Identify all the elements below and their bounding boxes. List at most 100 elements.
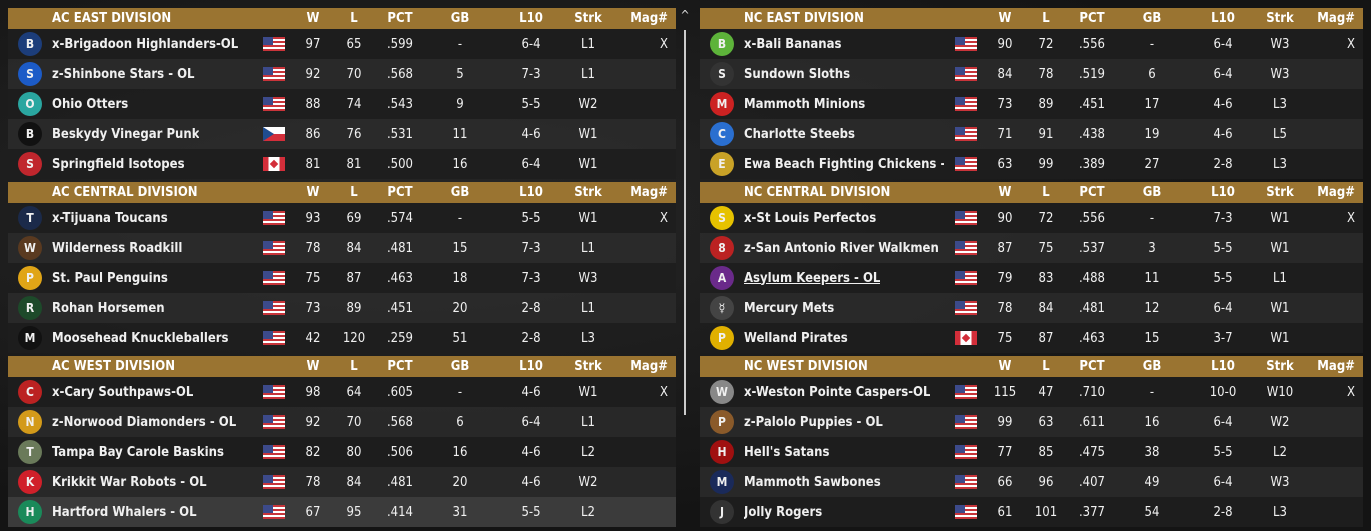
column-header-mag[interactable]: Mag# xyxy=(630,11,668,26)
column-header-mag[interactable]: Mag# xyxy=(1317,359,1355,374)
team-row[interactable]: S Sundown Sloths 84 78 .519 6 6-4 W3 xyxy=(700,59,1363,89)
column-header-mag[interactable]: Mag# xyxy=(630,185,668,200)
column-header-gb[interactable]: GB xyxy=(450,185,470,200)
team-name[interactable]: Sundown Sloths xyxy=(744,66,851,82)
team-row[interactable]: ☿ Mercury Mets 78 84 .481 12 6-4 W1 xyxy=(700,293,1363,323)
scroll-up-icon[interactable]: ^ xyxy=(680,8,690,22)
team-name[interactable]: z-Shinbone Stars - OL xyxy=(52,66,195,82)
column-header-mag[interactable]: Mag# xyxy=(630,359,668,374)
team-name[interactable]: Mammoth Minions xyxy=(744,96,866,112)
column-header-w[interactable]: W xyxy=(306,359,320,374)
team-name[interactable]: St. Paul Penguins xyxy=(52,270,168,286)
team-row[interactable]: M Mammoth Minions 73 89 .451 17 4-6 L3 xyxy=(700,89,1363,119)
column-header-w[interactable]: W xyxy=(306,11,320,26)
column-header-l10[interactable]: L10 xyxy=(519,359,543,374)
team-row[interactable]: H Hell's Satans 77 85 .475 38 5-5 L2 xyxy=(700,437,1363,467)
team-name[interactable]: Beskydy Vinegar Punk xyxy=(52,126,200,142)
column-header-l[interactable]: L xyxy=(1042,359,1050,374)
column-header-strk[interactable]: Strk xyxy=(574,359,602,374)
team-name[interactable]: z-Norwood Diamonders - OL xyxy=(52,414,237,430)
column-header-l10[interactable]: L10 xyxy=(519,11,543,26)
team-row[interactable]: J Jolly Rogers 61 101 .377 54 2-8 L3 xyxy=(700,497,1363,527)
column-header-strk[interactable]: Strk xyxy=(574,11,602,26)
column-header-l[interactable]: L xyxy=(1042,11,1050,26)
team-row[interactable]: T Tampa Bay Carole Baskins 82 80 .506 16 4-6 L2 xyxy=(8,437,676,467)
team-row[interactable]: C Charlotte Steebs 71 91 .438 19 4-6 L5 xyxy=(700,119,1363,149)
column-header-w[interactable]: W xyxy=(998,11,1012,26)
column-header-gb[interactable]: GB xyxy=(1142,185,1162,200)
team-name[interactable]: Tampa Bay Carole Baskins xyxy=(52,444,224,460)
team-name[interactable]: Wilderness Roadkill xyxy=(52,240,183,256)
column-header-strk[interactable]: Strk xyxy=(1266,185,1294,200)
team-row[interactable]: W Wilderness Roadkill 78 84 .481 15 7-3 L1 xyxy=(8,233,676,263)
team-name[interactable]: Springfield Isotopes xyxy=(52,156,185,172)
team-row[interactable]: M Mammoth Sawbones 66 96 .407 49 6-4 W3 xyxy=(700,467,1363,497)
column-header-l10[interactable]: L10 xyxy=(519,185,543,200)
column-header-w[interactable]: W xyxy=(306,185,320,200)
team-row[interactable]: A Asylum Keepers - OL 79 83 .488 11 5-5 L1 xyxy=(700,263,1363,293)
team-name[interactable]: Welland Pirates xyxy=(744,330,848,346)
team-name[interactable]: x-St Louis Perfectos xyxy=(744,210,877,226)
team-row[interactable]: H Hartford Whalers - OL 67 95 .414 31 5-5 L2 xyxy=(8,497,676,527)
team-row[interactable]: P Welland Pirates 75 87 .463 15 3-7 W1 xyxy=(700,323,1363,353)
team-name[interactable]: Krikkit War Robots - OL xyxy=(52,474,207,490)
column-header-l[interactable]: L xyxy=(350,11,358,26)
column-header-w[interactable]: W xyxy=(998,185,1012,200)
team-name[interactable]: Hell's Satans xyxy=(744,444,830,460)
team-row[interactable]: 8 z-San Antonio River Walkmen 87 75 .537 3 5-5… xyxy=(700,233,1363,263)
column-header-gb[interactable]: GB xyxy=(450,11,470,26)
column-header-mag[interactable]: Mag# xyxy=(1317,185,1355,200)
team-name[interactable]: Moosehead Knuckleballers xyxy=(52,330,229,346)
team-row[interactable]: K Krikkit War Robots - OL 78 84 .481 20 4-6 W2 xyxy=(8,467,676,497)
column-header-w[interactable]: W xyxy=(998,359,1012,374)
team-name[interactable]: z-San Antonio River Walkmen xyxy=(744,240,939,256)
team-row[interactable]: O Ohio Otters 88 74 .543 9 5-5 W2 xyxy=(8,89,676,119)
scrollbar[interactable]: ^ xyxy=(678,8,692,528)
team-name[interactable]: Mammoth Sawbones xyxy=(744,474,881,490)
team-name[interactable]: Mercury Mets xyxy=(744,300,835,316)
team-row[interactable]: P St. Paul Penguins 75 87 .463 18 7-3 W3 xyxy=(8,263,676,293)
column-header-l10[interactable]: L10 xyxy=(1211,359,1235,374)
column-header-l[interactable]: L xyxy=(350,185,358,200)
column-header-l10[interactable]: L10 xyxy=(1211,11,1235,26)
team-name[interactable]: z-Palolo Puppies - OL xyxy=(744,414,883,430)
team-name[interactable]: x-Bali Bananas xyxy=(744,36,842,52)
column-header-gb[interactable]: GB xyxy=(450,359,470,374)
team-name[interactable]: x-Weston Pointe Caspers-OL xyxy=(744,384,931,400)
team-name[interactable]: Ohio Otters xyxy=(52,96,129,112)
team-name[interactable]: Ewa Beach Fighting Chickens - xyxy=(744,156,944,172)
team-name[interactable]: x-Tijuana Toucans xyxy=(52,210,168,226)
team-name[interactable]: Rohan Horsemen xyxy=(52,300,165,316)
column-header-pct[interactable]: PCT xyxy=(387,185,413,200)
column-header-pct[interactable]: PCT xyxy=(387,11,413,26)
column-header-strk[interactable]: Strk xyxy=(574,185,602,200)
team-name[interactable]: x-Cary Southpaws-OL xyxy=(52,384,194,400)
team-name[interactable]: Asylum Keepers - OL xyxy=(744,270,881,286)
team-name[interactable]: Jolly Rogers xyxy=(744,504,823,520)
column-header-strk[interactable]: Strk xyxy=(1266,359,1294,374)
column-header-l10[interactable]: L10 xyxy=(1211,185,1235,200)
column-header-pct[interactable]: PCT xyxy=(1079,359,1105,374)
team-row[interactable]: M Moosehead Knuckleballers 42 120 .259 51 2-8 L… xyxy=(8,323,676,353)
column-header-pct[interactable]: PCT xyxy=(387,359,413,374)
column-header-mag[interactable]: Mag# xyxy=(1317,11,1355,26)
scroll-thumb[interactable] xyxy=(684,30,686,415)
column-header-pct[interactable]: PCT xyxy=(1079,11,1105,26)
team-name[interactable]: x-Brigadoon Highlanders-OL xyxy=(52,36,239,52)
team-name[interactable]: Charlotte Steebs xyxy=(744,126,856,142)
team-row[interactable]: R Rohan Horsemen 73 89 .451 20 2-8 L1 xyxy=(8,293,676,323)
column-header-pct[interactable]: PCT xyxy=(1079,185,1105,200)
team-row[interactable]: E Ewa Beach Fighting Chickens - 63 99 .389 27… xyxy=(700,149,1363,179)
team-row[interactable]: S Springfield Isotopes 81 81 .500 16 6-4 W1 xyxy=(8,149,676,179)
column-header-gb[interactable]: GB xyxy=(1142,359,1162,374)
column-header-l[interactable]: L xyxy=(350,359,358,374)
